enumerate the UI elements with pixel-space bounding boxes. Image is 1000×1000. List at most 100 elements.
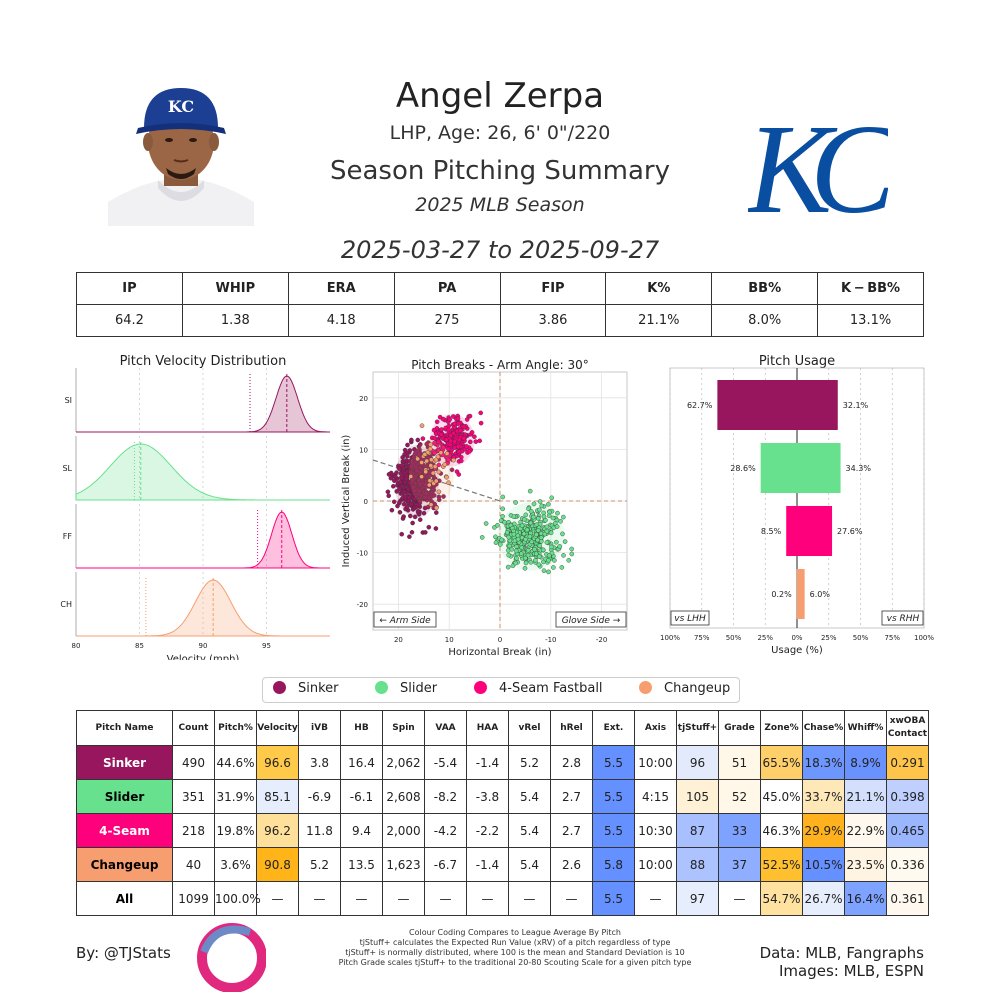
pitch-point <box>444 451 450 456</box>
pitch-point <box>411 484 416 490</box>
pitch-point <box>409 437 414 443</box>
pitch-point <box>446 457 451 463</box>
arm-side-box <box>373 611 437 628</box>
pitch-point <box>483 521 489 526</box>
scatter-series <box>385 437 455 539</box>
pitch-metric-cell: 54.7% <box>760 881 803 916</box>
stats-header: K% <box>605 272 713 305</box>
pitch-point <box>401 501 407 507</box>
pitch-metric-cell: 97 <box>676 881 719 916</box>
pitch-point <box>408 513 413 519</box>
pitch-point <box>528 520 534 526</box>
pitch-point <box>395 503 400 509</box>
pitch-metric-cell: 10.5% <box>802 847 845 882</box>
pitch-point <box>528 559 534 565</box>
pitch-point <box>477 438 482 444</box>
pitch-metric-cell: 96 <box>676 745 719 780</box>
pitch-metric-cell: 0.361 <box>886 881 929 916</box>
data-source: Data: MLB, Fangraphs <box>759 944 924 962</box>
table-row: Slider 351 31.9% 85.1 -6.9 -6.1 2,608 -8.2 -3.8 5… <box>76 779 929 814</box>
pitch-point <box>515 536 521 542</box>
velocity-density <box>76 511 330 569</box>
pitch-point <box>469 430 475 435</box>
pitch-metric-cell: 21.1% <box>844 779 887 814</box>
usage-tick-label: 100% <box>914 634 934 642</box>
pitch-metric-cell: 10:00 <box>634 745 677 780</box>
pitch-name-cell: All <box>76 881 173 916</box>
pitch-point <box>461 424 467 429</box>
pitch-metric-cell: 4:15 <box>634 779 677 814</box>
pitch-point <box>434 419 440 425</box>
usage-tick-label: 75% <box>694 634 710 642</box>
pitch-point <box>535 528 541 533</box>
pitch-metric-cell: 1,623 <box>382 847 425 882</box>
glove-side-label: Glove Side → <box>562 616 621 626</box>
pitch-point <box>525 552 531 558</box>
pitch-point <box>428 502 434 507</box>
legend-item-changeup: Changeup <box>639 681 730 696</box>
pitch-point <box>397 486 402 491</box>
usage-tick-label: 100% <box>660 634 680 642</box>
pitch-point <box>509 546 515 552</box>
usage-tick-label: 75% <box>884 634 900 642</box>
pitch-metric-cell: -8.2 <box>424 779 467 814</box>
scatter-series <box>408 423 456 511</box>
usage-label-rhh: 6.0% <box>810 590 831 599</box>
pitch-metric-cell: 3.8 <box>298 745 341 780</box>
usage-label-lhh: 62.7% <box>687 401 713 410</box>
legend-label: Slider <box>400 681 438 696</box>
usage-tick-label: 25% <box>757 634 773 642</box>
pitch-metric-cell: 26.7% <box>802 881 845 916</box>
legend-marker <box>375 681 388 694</box>
data-sources: Data: MLB, Fangraphs Images: MLB, ESPN <box>760 944 924 980</box>
pitch-point <box>433 478 439 484</box>
pitch-point <box>423 491 429 496</box>
pitch-point <box>419 474 424 479</box>
pitch-name-cell: 4-Seam <box>76 813 173 848</box>
date-range: 2025-03-27 to 2025-09-27 <box>340 236 660 264</box>
season-stats-table: IP WHIP ERA PA FIP K% BB% K − BB% 64.2 1… <box>76 272 924 337</box>
pitch-point <box>427 478 433 483</box>
pitch-metric-cell: 5.8 <box>592 847 635 882</box>
pitch-point <box>399 531 404 537</box>
pitch-point <box>394 489 400 494</box>
velocity-x-label: Velocity (mph) <box>167 654 240 660</box>
pitch-point <box>452 421 458 427</box>
pitch-point <box>546 557 551 563</box>
pitch-point <box>412 447 417 452</box>
pitch-metric-cell: -5.4 <box>424 745 467 780</box>
footer-note: tjStuff+ calculates the Expected Run Val… <box>359 938 671 947</box>
pitch-point <box>417 465 423 471</box>
pitch-metric-cell: 2.6 <box>550 847 593 882</box>
pitch-point <box>428 442 433 447</box>
usage-label-rhh: 27.6% <box>837 527 863 536</box>
footer-notes: Colour Coding Compares to League Average… <box>290 928 740 968</box>
usage-bar-rhh <box>797 569 805 619</box>
usage-bar-rhh <box>797 506 833 556</box>
pitch-metric-cell: 5.2 <box>298 847 341 882</box>
pitch-point <box>398 479 403 485</box>
y-tick-label: -10 <box>357 550 368 558</box>
pitch-point <box>459 458 464 464</box>
pitch-point <box>432 464 438 469</box>
pitch-point <box>518 551 524 556</box>
x-tick-label: -20 <box>596 636 607 644</box>
pitch-point <box>388 475 394 481</box>
pitch-point <box>444 437 449 442</box>
pitch-metric-cell: 5.5 <box>592 813 635 848</box>
pitch-point <box>497 542 503 547</box>
pitch-metric-cell: 2,062 <box>382 745 425 780</box>
pitch-metric-cell: 96.2 <box>256 813 299 848</box>
pitch-point <box>434 505 439 511</box>
pitch-point <box>533 557 538 563</box>
pitch-metric-cell: — <box>424 881 467 916</box>
pitch-point <box>495 522 500 528</box>
pitch-metric-cell: 33.7% <box>802 779 845 814</box>
footer-note: Colour Coding Compares to League Average… <box>409 928 621 937</box>
player-headshot: KC <box>108 84 254 226</box>
usage-label-lhh: 28.6% <box>730 464 756 473</box>
pitch-point <box>402 470 408 476</box>
pitch-point <box>422 495 428 500</box>
pitch-point <box>546 553 552 558</box>
pitch-metric-cell: 5.4 <box>508 847 551 882</box>
